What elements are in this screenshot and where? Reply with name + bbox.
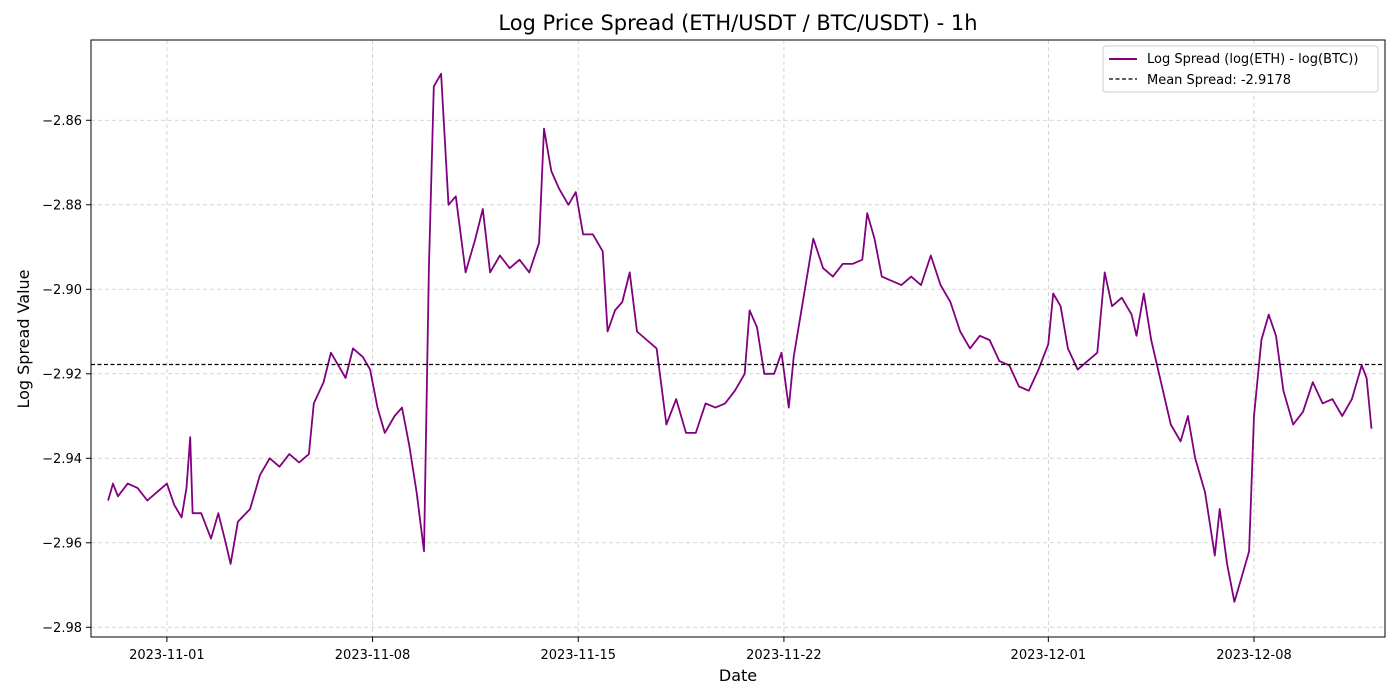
y-tick-label: −2.92 [42,367,82,382]
x-tick-label: 2023-11-08 [335,648,411,663]
plot-area [91,72,1385,603]
legend-label-mean-spread: Mean Spread: -2.9178 [1147,73,1291,88]
x-tick-label: 2023-11-22 [746,648,822,663]
y-tick-label: −2.96 [42,536,82,551]
grid [91,40,1385,637]
y-axis-label: Log Spread Value [14,269,33,408]
x-tick-label: 2023-12-08 [1216,648,1292,663]
y-tick-label: −2.88 [42,198,82,213]
legend-box [1102,45,1379,93]
y-tick-label: −2.98 [42,621,82,636]
y-tick-label: −2.94 [42,452,82,467]
y-axis: −2.86 −2.88 −2.90 −2.92 −2.94 −2.96 −2.98 [42,114,91,636]
y-tick-label: −2.86 [42,114,82,129]
legend: Log Spread (log(ETH) - log(BTC)) Mean Sp… [1102,45,1379,93]
x-tick-label: 2023-12-01 [1011,648,1087,663]
x-axis-label: Date [719,666,757,685]
plot-frame [90,39,1386,638]
x-tick-label: 2023-11-15 [540,648,616,663]
legend-label-log-spread: Log Spread (log(ETH) - log(BTC)) [1147,52,1358,67]
chart-title: Log Price Spread (ETH/USDT / BTC/USDT) -… [498,11,977,35]
x-tick-label: 2023-11-01 [129,648,205,663]
log-spread-line [107,72,1373,603]
x-axis: 2023-11-01 2023-11-08 2023-11-15 2023-11-22… [129,637,1292,663]
y-tick-label: −2.90 [42,283,82,298]
